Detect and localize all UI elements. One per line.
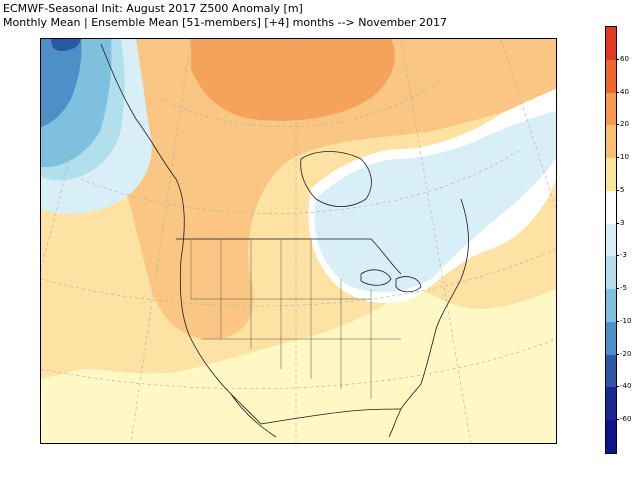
colorbar-label: -5 [620, 284, 627, 293]
colorbar-segment [606, 158, 616, 192]
figure-subtitle: Monthly Mean | Ensemble Mean [51-members… [3, 16, 447, 29]
field-10-20 [101, 39, 556, 339]
colorbar-segment [606, 387, 616, 421]
colorbar-label: -3 [620, 251, 627, 260]
colorbar-label: 60 [620, 54, 629, 63]
coastlines [100, 43, 469, 438]
colorbar-segment [606, 92, 616, 126]
colorbar-tick [616, 255, 619, 257]
colorbar-label: 10 [620, 153, 629, 162]
colorbar-tick [616, 320, 619, 322]
colorbar-segment [606, 321, 616, 356]
colorbar-tick [616, 124, 619, 126]
colorbar-segment [606, 223, 616, 257]
colorbar-segment [606, 59, 616, 94]
colorbar-label: 5 [620, 185, 625, 194]
state-borders [190, 239, 401, 399]
colorbar-segment [606, 354, 616, 388]
colorbar-tick [616, 288, 619, 290]
colorbar-tick [616, 91, 619, 93]
figure-title: ECMWF-Seasonal Init: August 2017 Z500 An… [3, 2, 303, 15]
colorbar-label: -20 [620, 349, 632, 358]
colorbar-label: -40 [620, 382, 632, 391]
colorbar-tick [616, 353, 619, 355]
field-20-40 [191, 39, 395, 121]
colorbar-label: -60 [620, 415, 632, 424]
colorbar-tick [616, 222, 619, 224]
colorbar-label: 3 [620, 218, 625, 227]
anomaly-map [41, 39, 556, 443]
colorbar-segment [606, 289, 616, 323]
colorbar [605, 26, 617, 454]
field-neg-20-40 [51, 39, 81, 51]
colorbar-segment [606, 256, 616, 290]
colorbar-label: 40 [620, 87, 629, 96]
colorbar-tick [616, 419, 619, 421]
colorbar-segment [606, 125, 616, 159]
map-panel [40, 38, 557, 444]
colorbar-segment [606, 420, 616, 454]
field-neg-hudson-0-3 [314, 111, 556, 293]
colorbar-segment [606, 27, 616, 61]
colorbar-tick [616, 189, 619, 191]
colorbar-label: -10 [620, 316, 632, 325]
field-neg-10-20 [41, 39, 82, 127]
graticule [41, 39, 556, 443]
colorbar-label: 20 [620, 120, 629, 129]
colorbar-tick [616, 58, 619, 60]
colorbar-segment [606, 190, 616, 225]
colorbar-tick [616, 157, 619, 159]
colorbar-tick [616, 386, 619, 388]
